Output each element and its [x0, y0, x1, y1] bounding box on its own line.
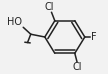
- Text: HO: HO: [7, 17, 22, 27]
- Text: Cl: Cl: [72, 62, 82, 72]
- Text: F: F: [91, 32, 97, 42]
- Text: Cl: Cl: [45, 2, 54, 12]
